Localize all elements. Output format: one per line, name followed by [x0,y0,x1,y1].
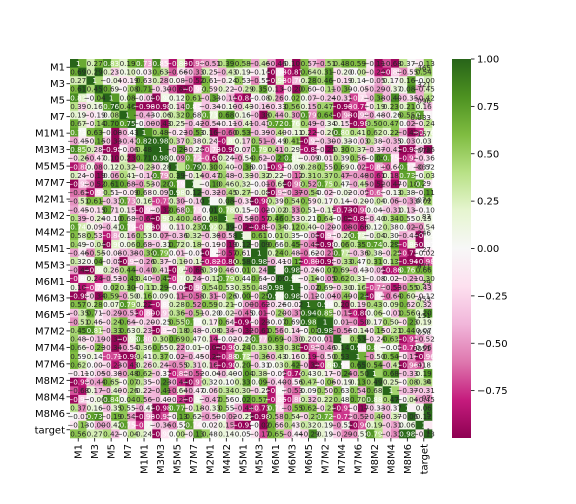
column-tick-label: M5M1 [238,444,249,474]
row-tick-label: M7M2 [35,326,65,337]
column-tick-label: M5M5 [172,444,183,474]
colorbar: 1.00 0.75 0.50 0.25 0.00 −0.25 −0.50 −0.75 [452,55,508,439]
row-edge-annotation: 27 [422,245,431,254]
colorbar-tick-label: 0.75 [477,102,499,113]
column-tick-label: M3M3 [156,444,167,474]
row-tick-label: M5M1 [35,244,65,255]
row-tick-label: M3 [50,79,65,90]
row-tick-label: target [35,425,65,436]
row-tick-label: M7M4 [35,343,65,354]
row-tick-label: M8M2 [35,376,65,387]
row-edge-annotation: 453 [417,294,431,303]
column-tick-label: M1M1 [140,444,151,474]
row-edge-annotation: 29 [422,278,432,287]
cell-annotation: 0.14 [218,429,234,438]
column-tick-label: M8M2 [370,444,381,474]
colorbar-tick-label: −0.50 [477,339,508,350]
row-edge-annotation: 074 [417,196,431,205]
column-tick-labels: M1 M3 M5 M7 M1M1 M3M3 M5M5 M7M7 M2M1 M4M2 M5M1 M5M3… [74,438,431,474]
row-tick-label: M3M3 [35,145,65,156]
row-edge-annotation: 83 [422,212,431,221]
column-tick-label: M5 [107,444,118,459]
row-tick-label: M8M4 [35,392,65,403]
column-tick-label: M7M4 [337,444,348,474]
column-tick-label: M1 [74,444,85,459]
row-tick-label: M1 [50,63,65,74]
colorbar-tick-label: 0.00 [477,244,499,255]
row-edge-annotation: 078 [417,146,431,155]
column-tick-label: M4M2 [222,444,233,474]
row-tick-label: M6M5 [35,310,65,321]
row-edge-annotation: 0051 [413,344,431,353]
row-tick-label: M7M7 [35,178,65,189]
row-edge-annotation: 471 [417,261,431,270]
colorbar-gradient [452,59,471,438]
column-tick-label: M8M4 [386,444,397,474]
row-edge-annotation: 97 [422,393,431,402]
colorbar-tick-label: −0.25 [477,291,508,302]
row-tick-label: M5M5 [35,162,65,173]
row-tick-label: M5 [50,96,65,107]
row-tick-labels: M1 M3 M5 M7 M1M1 M3M3 M5M5 M7M7 M2M1 M3M2 M4M2 M5M1… [35,63,70,437]
row-tick-label: M6M1 [35,277,65,288]
row-tick-label: M1M1 [35,129,65,140]
row-tick-label: M7 [50,112,65,123]
row-edge-annotation: 157 [417,130,431,139]
column-tick-label: M6M3 [288,444,299,474]
row-edge-annotation: 321 [417,80,431,89]
cell-annotation: 0.48 [202,429,218,438]
row-tick-label: M2M1 [35,195,65,206]
column-tick-label: M2M1 [205,444,216,474]
row-tick-label: M5M3 [35,260,65,271]
colorbar-tick-label: 0.25 [477,197,499,208]
row-edge-annotation: 418 [417,360,431,369]
cell-annotation: 0.56 [70,429,86,438]
column-tick-label: M7M2 [321,444,332,474]
row-edge-annotation: 6 [426,377,431,386]
row-edge-annotation: 096 [417,97,431,106]
column-tick-label: M7 [123,444,134,459]
column-tick-label: M7M6 [353,444,364,474]
row-edge-annotation: 29 [422,179,432,188]
colorbar-tick-label: 1.00 [477,55,499,66]
row-tick-label: M4M2 [35,228,65,239]
column-tick-label: M3 [90,444,101,459]
column-tick-label: M5M3 [255,444,266,474]
row-edge-annotation: 037 [417,163,431,172]
colorbar-tick-label: 0.50 [477,149,499,160]
row-tick-label: M6M3 [35,293,65,304]
row-edge-annotation: 5 [426,410,431,419]
row-tick-label: M8M6 [35,409,65,420]
cell-annotation: 0.27 [87,429,103,438]
column-tick-label: M8M6 [403,444,414,474]
row-tick-label: M3M2 [35,211,65,222]
column-tick-label: M7M7 [189,444,200,474]
row-edge-annotation: 058 [417,327,431,336]
row-edge-annotation: 365 [417,64,431,73]
colorbar-tick-label: −0.75 [477,386,508,397]
row-tick-label: M7M6 [35,359,65,370]
row-edge-annotation: 0.033 [410,113,431,122]
column-tick-label: M6M5 [304,444,315,474]
row-edge-annotation: 151 [417,311,431,320]
row-edge-annotation: 246 [417,229,431,238]
column-tick-label: target [419,444,430,474]
row-edge-annotation: 1 [426,426,431,435]
column-tick-label: M6M1 [271,444,282,474]
